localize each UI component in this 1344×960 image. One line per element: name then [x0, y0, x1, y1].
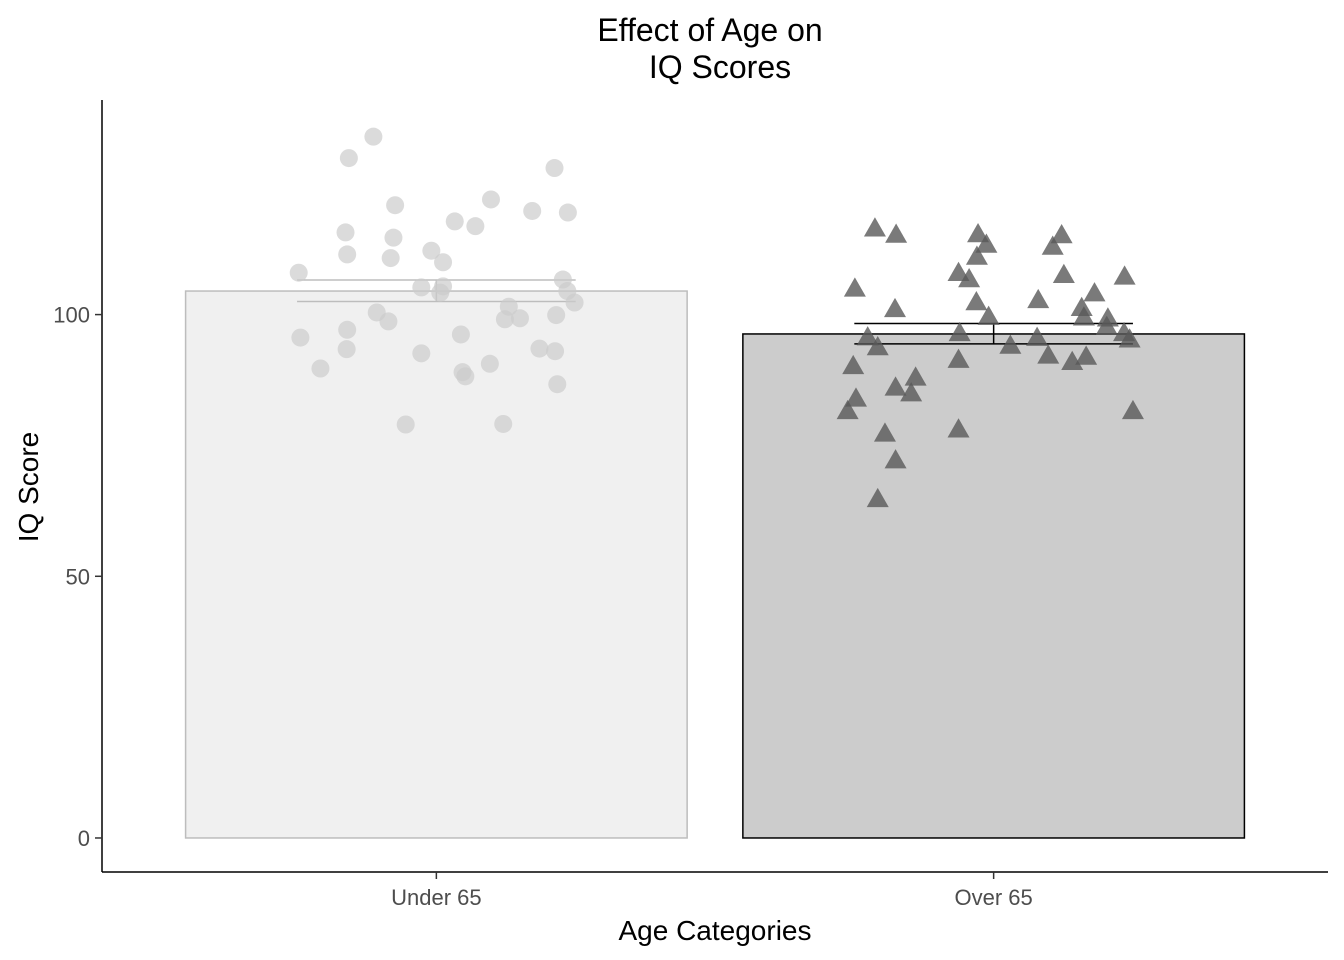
data-point-1-25 — [379, 312, 398, 331]
data-point-2-33 — [1070, 296, 1093, 317]
data-point-1-3 — [339, 149, 358, 168]
data-point-1-36 — [546, 342, 565, 361]
data-point-2-17 — [947, 418, 970, 438]
data-point-2-16 — [947, 348, 970, 368]
data-point-2-35 — [1083, 282, 1106, 302]
data-point-2-32 — [1052, 263, 1075, 284]
y-tick-label-100: 100 — [53, 303, 90, 328]
data-point-2-41 — [1118, 328, 1141, 348]
chart-title-line-1: Effect of Age on — [597, 12, 822, 48]
data-point-2-31 — [1050, 224, 1073, 244]
data-point-2-26 — [999, 334, 1022, 354]
data-point-1-34 — [547, 306, 566, 325]
data-point-2-19 — [947, 261, 970, 281]
data-point-1-7 — [384, 228, 403, 247]
data-point-2-43 — [1121, 399, 1144, 420]
data-point-1-26 — [338, 320, 357, 339]
data-point-1-32 — [495, 310, 514, 329]
x-tick-label-1: Under 65 — [391, 885, 482, 910]
data-point-1-33 — [510, 309, 529, 328]
data-point-1-12 — [466, 217, 485, 236]
chart-title-line-2: IQ Scores — [649, 49, 791, 85]
data-point-2-30 — [1041, 235, 1064, 255]
data-point-1-1 — [289, 263, 308, 282]
data-point-2-10 — [900, 382, 923, 402]
data-point-1-27 — [291, 328, 310, 347]
data-point-2-34 — [1072, 306, 1095, 326]
data-point-2-4 — [883, 297, 906, 318]
data-point-1-31 — [451, 325, 470, 344]
data-point-2-14 — [884, 449, 907, 469]
data-point-1-15 — [545, 159, 564, 178]
data-point-2-25 — [977, 305, 1000, 325]
data-point-1-11 — [445, 212, 464, 231]
data-point-2-27 — [1027, 288, 1050, 309]
bars-layer — [184, 290, 1246, 839]
data-point-1-6 — [386, 196, 405, 215]
data-point-2-21 — [965, 245, 988, 265]
data-point-1-30 — [412, 344, 431, 363]
data-point-2-37 — [1095, 315, 1118, 335]
data-point-2-36 — [1096, 307, 1119, 327]
data-point-2-5 — [856, 326, 879, 346]
data-point-1-23 — [565, 293, 584, 312]
data-point-1-41 — [396, 415, 415, 434]
data-point-1-19 — [434, 277, 453, 296]
data-point-1-13 — [481, 190, 500, 209]
data-point-1-40 — [548, 375, 567, 394]
data-point-2-6 — [866, 336, 889, 356]
data-point-1-2 — [336, 223, 355, 242]
data-point-1-16 — [558, 203, 577, 222]
data-point-2-29 — [1037, 344, 1060, 364]
data-point-1-4 — [364, 127, 383, 146]
data-point-2-39 — [1075, 345, 1098, 365]
y-tick-label-0: 0 — [78, 826, 90, 851]
data-point-2-18 — [948, 321, 971, 342]
data-point-2-22 — [967, 222, 990, 243]
bar-1 — [184, 290, 688, 839]
x-ticks: Under 65 Over 65 — [391, 872, 1033, 910]
data-point-1-8 — [381, 249, 400, 268]
x-axis-title: Age Categories — [618, 915, 811, 946]
data-point-2-1 — [863, 217, 886, 237]
data-point-2-15 — [866, 487, 889, 508]
data-point-2-9 — [904, 366, 927, 386]
data-point-1-28 — [337, 340, 356, 359]
data-point-2-11 — [844, 387, 867, 407]
data-point-1-5 — [338, 245, 357, 264]
data-point-1-9 — [422, 241, 441, 260]
data-point-2-42 — [1113, 265, 1136, 285]
data-point-2-7 — [842, 354, 865, 375]
points-layer — [289, 127, 1144, 508]
data-point-2-2 — [885, 223, 908, 243]
data-point-1-42 — [494, 414, 513, 433]
data-point-2-23 — [975, 233, 998, 253]
data-point-1-37 — [480, 354, 499, 373]
data-point-1-10 — [434, 253, 453, 272]
data-point-2-8 — [884, 376, 907, 396]
data-point-2-12 — [836, 399, 859, 420]
data-point-1-14 — [523, 201, 542, 220]
y-axis-title: IQ Score — [13, 432, 44, 542]
data-point-2-3 — [843, 277, 866, 297]
y-ticks: 0 50 100 — [53, 303, 102, 851]
x-tick-label-2: Over 65 — [955, 885, 1033, 910]
data-point-1-17 — [412, 278, 431, 297]
data-point-1-35 — [530, 339, 549, 358]
data-point-2-20 — [958, 267, 981, 288]
data-point-2-38 — [1061, 350, 1084, 370]
data-point-2-13 — [873, 422, 896, 442]
y-tick-label-50: 50 — [66, 564, 90, 589]
data-point-1-39 — [456, 367, 475, 386]
data-point-2-28 — [1026, 326, 1049, 346]
data-point-1-29 — [311, 359, 330, 378]
data-point-2-24 — [965, 291, 988, 311]
bar-2 — [742, 333, 1246, 839]
